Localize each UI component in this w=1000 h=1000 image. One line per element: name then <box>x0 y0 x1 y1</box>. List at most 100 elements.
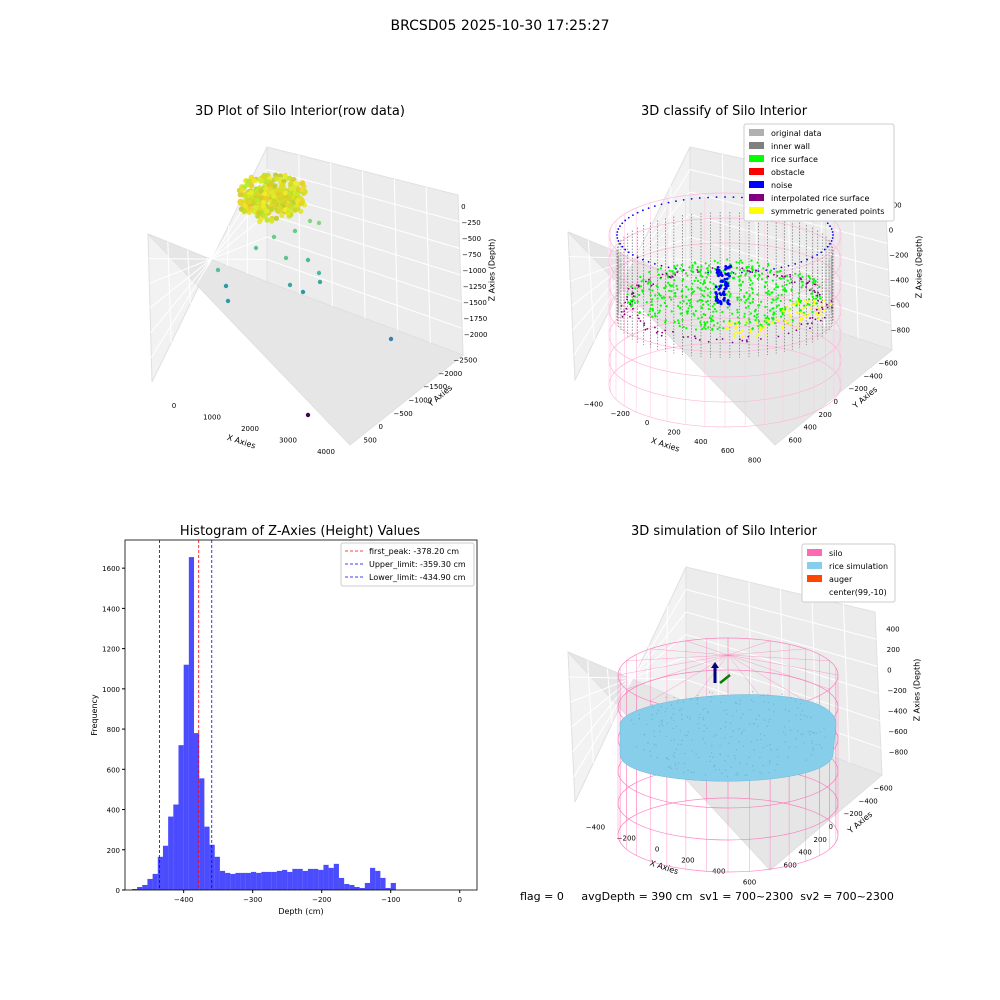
rice-sim-point <box>783 726 786 728</box>
rice-point <box>811 295 814 298</box>
rice-point <box>677 304 680 308</box>
raw-point <box>271 234 277 240</box>
y-tick-label: −400 <box>864 372 883 380</box>
rice-point <box>685 327 688 330</box>
z-tick-label: −2000 <box>464 331 488 339</box>
rice-point <box>801 275 804 278</box>
noise-point <box>636 256 639 259</box>
rice-sim-point <box>720 754 722 756</box>
rice-sim-point <box>660 723 663 725</box>
legend-box <box>801 543 896 603</box>
rice-point <box>751 288 754 291</box>
sym-point <box>740 329 744 332</box>
plot1-3d-raw[interactable]: 010002000300040005000−500−1000−1500−2000… <box>0 0 500 500</box>
legend-label: Lower_limit: -434.90 cm <box>369 573 466 582</box>
plot2-title: 3D classify of Silo Interior <box>640 104 808 119</box>
rice-point <box>639 275 642 279</box>
rice-point <box>707 307 710 311</box>
rice-point <box>751 300 754 303</box>
noise-point <box>720 279 724 283</box>
rice-sim-point <box>708 755 711 758</box>
y-tick-label: 800 <box>107 726 120 734</box>
interp-point <box>813 283 816 286</box>
rice-sim-point <box>733 755 736 757</box>
raw-point <box>243 193 249 200</box>
noise-point <box>716 266 720 269</box>
noise-point <box>811 256 814 259</box>
rice-point <box>651 307 654 310</box>
rice-sim-point <box>729 722 732 724</box>
noise-point <box>830 228 833 230</box>
noise-point <box>832 234 834 236</box>
noise-point <box>820 251 823 254</box>
histogram-bar <box>313 868 319 890</box>
noise-point <box>726 282 729 285</box>
raw-point <box>388 336 394 342</box>
rice-point <box>687 307 690 310</box>
raw-point <box>258 178 264 184</box>
rice-sim-point <box>709 760 711 763</box>
raw-point <box>254 197 260 203</box>
rice-point <box>718 326 721 329</box>
rice-point <box>707 326 710 329</box>
rice-sim-point <box>633 723 635 725</box>
rice-point <box>747 305 750 308</box>
y-tick-label: 1400 <box>102 605 120 613</box>
rice-point <box>706 287 709 291</box>
rice-sim-point <box>665 696 667 699</box>
rice-point <box>681 269 684 273</box>
rice-sim-point <box>774 769 776 771</box>
z-tick-label: −1750 <box>464 315 488 323</box>
rice-point <box>776 270 779 273</box>
rice-point <box>756 293 759 296</box>
interp-point <box>646 328 649 330</box>
plot4-3d-simulation[interactable]: −400−20002004006006004002000−200−400−600… <box>500 500 1000 900</box>
z-tick-label: −600 <box>890 302 909 310</box>
rice-point <box>745 291 748 294</box>
interp-point <box>631 287 634 290</box>
histogram-bar <box>364 882 371 890</box>
histogram-bar <box>183 664 189 890</box>
rice-sim-point <box>810 716 812 718</box>
rice-point <box>739 274 742 277</box>
interp-point <box>789 273 791 276</box>
legend-label: Upper_limit: -359.30 cm <box>369 560 466 569</box>
rice-point <box>756 261 759 264</box>
noise-point <box>714 285 718 289</box>
interp-point <box>643 322 646 325</box>
rice-point <box>686 310 690 313</box>
sym-point <box>764 334 767 337</box>
rice-sim-point <box>736 749 738 751</box>
y-tick-label: 600 <box>107 766 120 774</box>
rice-point <box>655 284 658 287</box>
interp-point <box>745 339 748 341</box>
histogram-chart[interactable]: −400 −300 −200 −100 0 0 200 400 600 800 1000 1200 14… <box>0 500 500 920</box>
rice-sim-point <box>636 746 638 748</box>
rice-point <box>741 261 744 264</box>
rice-sim-point <box>809 734 811 736</box>
sym-point <box>788 314 791 318</box>
noise-point <box>621 245 624 248</box>
rice-sim-point <box>711 744 713 747</box>
histogram-bar <box>359 887 365 890</box>
noise-point <box>830 240 833 242</box>
rice-point <box>722 269 725 272</box>
interp-point <box>789 276 792 278</box>
rice-point <box>709 317 712 320</box>
histogram-bar <box>385 887 391 890</box>
noise-point <box>826 222 829 225</box>
noise-point <box>740 271 743 274</box>
interp-point <box>814 291 816 294</box>
rice-sim-point <box>731 715 734 717</box>
rice-sim-point <box>759 771 761 774</box>
noise-point <box>653 262 656 265</box>
rice-sim-point <box>679 709 681 711</box>
raw-point <box>290 199 296 205</box>
rice-point <box>657 311 661 314</box>
legend-label: noise <box>771 181 792 190</box>
y-tick-label: 200 <box>814 836 827 844</box>
z-tick-label: −800 <box>891 327 910 335</box>
interp-point <box>623 313 626 316</box>
rice-sim-point <box>770 748 772 751</box>
plot2-3d-classify[interactable]: −400−20002004006008006004002000−200−400−… <box>500 0 1000 500</box>
